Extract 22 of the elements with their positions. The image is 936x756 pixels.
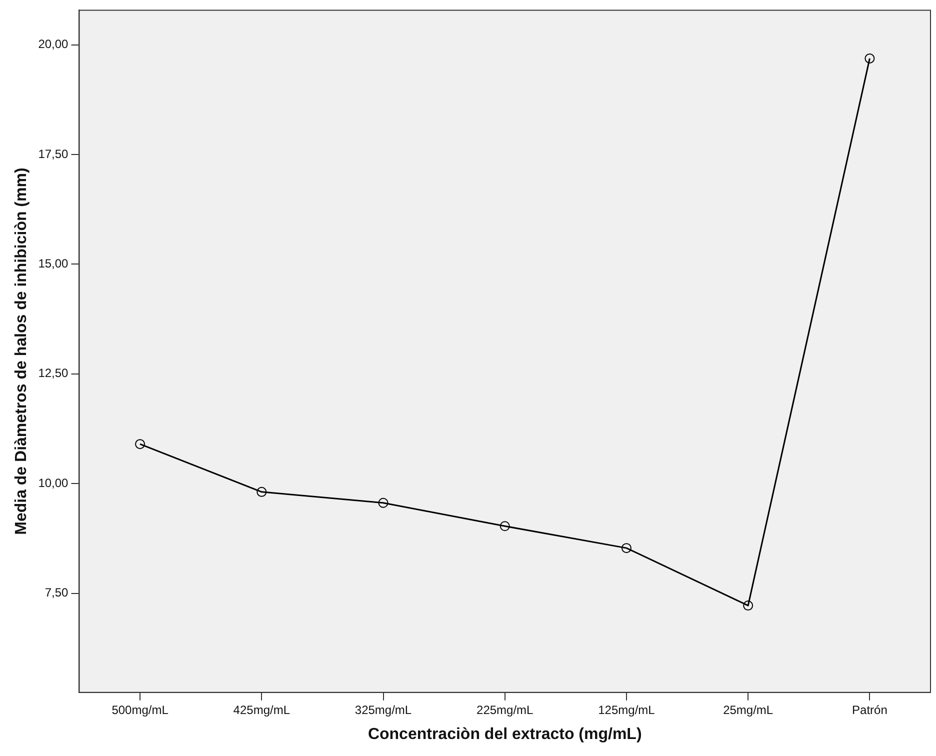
point bbox=[621, 543, 632, 554]
x-tick-label: 500mg/mL bbox=[112, 702, 169, 717]
x-tick-label: 225mg/mL bbox=[476, 702, 534, 717]
point bbox=[500, 521, 510, 532]
y-tick-label: 17,50 bbox=[38, 146, 69, 161]
point bbox=[864, 53, 875, 64]
x-tick-label: 425mg/mL bbox=[233, 702, 290, 717]
x-tick-label: Patrón bbox=[852, 702, 888, 717]
y-tick-label: 7,50 bbox=[44, 586, 69, 600]
x-tick-label: 125mg/mL bbox=[598, 702, 656, 717]
y-tick-label: 10,00 bbox=[38, 476, 69, 490]
point bbox=[378, 498, 388, 508]
y-axis-title: Media de Diàmetros de halos de inhibiciòn (mm) bbox=[13, 168, 30, 535]
x-tick-label: 325mg/mL bbox=[354, 702, 412, 717]
x-tick-label: 25mg/mL bbox=[723, 702, 774, 717]
point bbox=[256, 486, 267, 497]
y-tick-label: 15,00 bbox=[38, 256, 69, 271]
y-tick-label: 12,50 bbox=[38, 366, 69, 380]
point bbox=[135, 439, 146, 450]
x-axis-title: Concentraciòn del extracto (mg/mL) bbox=[368, 726, 642, 743]
point bbox=[743, 600, 754, 611]
y-tick-label: 20,00 bbox=[38, 37, 69, 52]
